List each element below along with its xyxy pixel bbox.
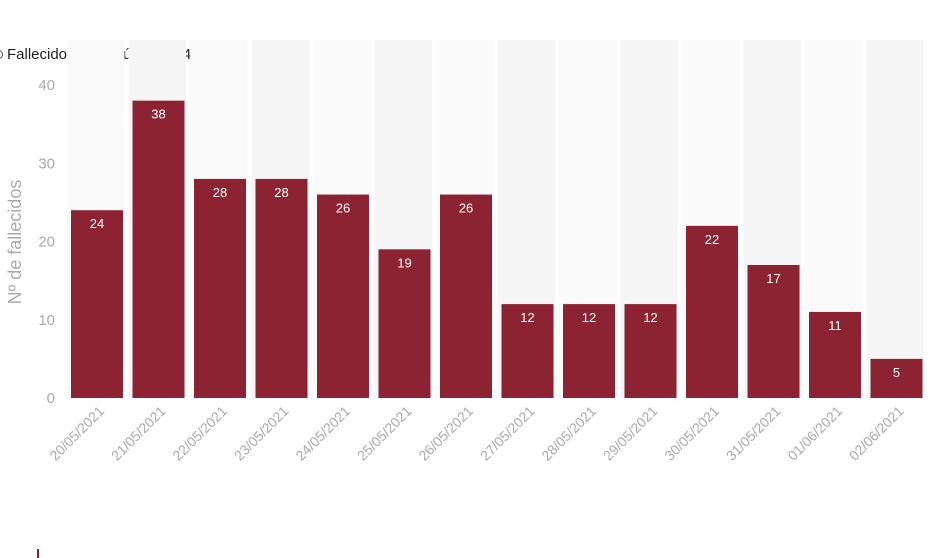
bar[interactable]: [255, 178, 308, 398]
bar[interactable]: [624, 304, 677, 398]
y-tick-label: 40: [38, 77, 55, 94]
x-tick-label: 22/05/2021: [169, 403, 230, 464]
bar-value-label: 19: [397, 255, 411, 270]
x-tick-label: 02/06/2021: [846, 403, 907, 464]
bar-value-label: 22: [705, 232, 719, 247]
bar-value-label: 17: [766, 271, 780, 286]
x-tick-label: 25/05/2021: [354, 403, 415, 464]
bar-value-label: 11: [828, 318, 842, 333]
bar-value-label: 28: [213, 185, 227, 200]
x-tick-label: 26/05/2021: [415, 403, 476, 464]
x-tick-label: 21/05/2021: [108, 403, 169, 464]
x-tick-label: 27/05/2021: [477, 403, 538, 464]
y-tick-label: 0: [47, 390, 55, 407]
bar-value-label: 26: [336, 201, 350, 216]
x-axis-ticks: 20/05/2021 21/05/2021 22/05/2021 23/05/2021…: [46, 403, 907, 464]
bar[interactable]: [194, 178, 246, 398]
x-tick-label: 23/05/2021: [231, 403, 292, 464]
bar-value-label: 38: [151, 107, 165, 122]
y-tick-label: 30: [38, 155, 55, 172]
bar-value-label: 5: [893, 365, 900, 380]
x-tick-label: 20/05/2021: [46, 403, 107, 464]
bar[interactable]: [686, 225, 738, 398]
x-tick-label: 29/05/2021: [600, 403, 661, 464]
x-tick-label: 30/05/2021: [661, 403, 722, 464]
bars: 24 38 28 28 26 19 26 12 12 12 22 17 11 5: [71, 100, 923, 399]
bar[interactable]: [501, 304, 554, 398]
bar[interactable]: [440, 194, 492, 398]
y-tick-label: 20: [38, 234, 55, 251]
x-tick-label: 28/05/2021: [538, 403, 599, 464]
bar[interactable]: [132, 100, 185, 399]
y-axis-ticks: 0 10 20 30 40: [38, 77, 55, 407]
bar[interactable]: [809, 311, 861, 398]
bar[interactable]: [747, 264, 800, 398]
x-tick-label: 31/05/2021: [723, 403, 784, 464]
bar-value-label: 26: [459, 201, 473, 216]
bar[interactable]: [317, 194, 369, 398]
y-axis-label: Nº de fallecidos: [5, 180, 25, 305]
bar-value-label: 12: [643, 310, 657, 325]
bar-value-label: 24: [90, 216, 104, 231]
x-tick-label: 24/05/2021: [292, 403, 353, 464]
bar[interactable]: [71, 210, 123, 398]
bottom-marker: [37, 549, 39, 558]
y-tick-label: 10: [38, 312, 55, 329]
bar-value-label: 12: [582, 310, 596, 325]
bar[interactable]: [378, 249, 431, 398]
grid-band: [866, 40, 924, 398]
bar[interactable]: [870, 358, 923, 398]
x-tick-label: 01/06/2021: [784, 403, 845, 464]
bar-value-label: 28: [274, 185, 288, 200]
bar[interactable]: [563, 304, 615, 398]
bar-value-label: 12: [520, 310, 534, 325]
